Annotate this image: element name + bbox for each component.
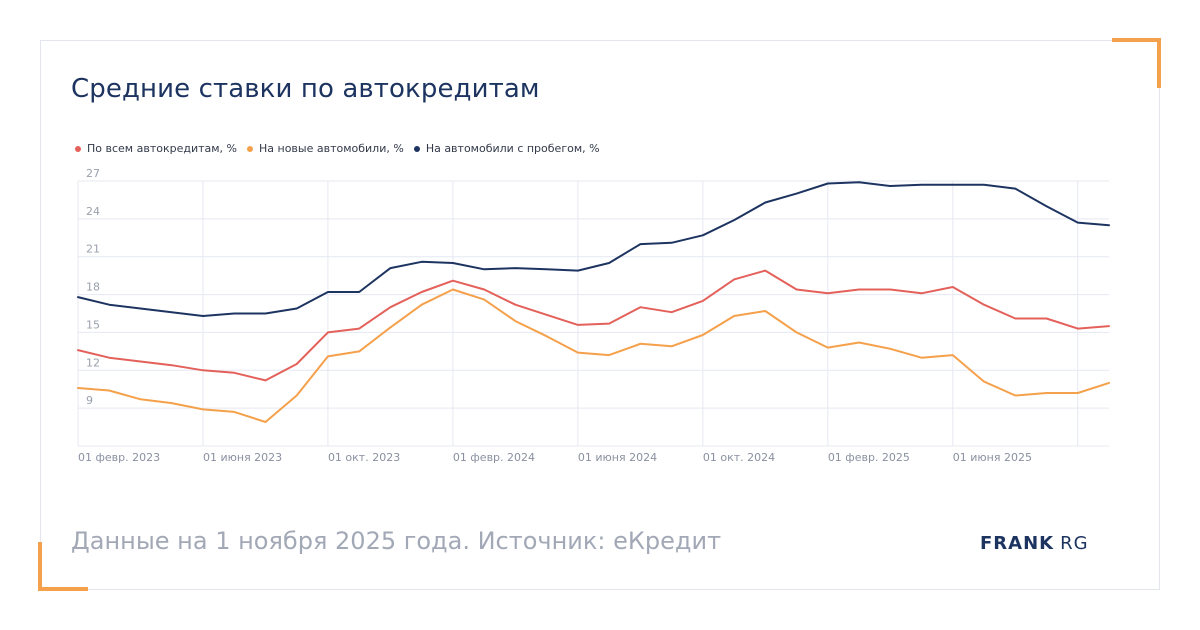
- chart-legend: По всем автокредитам, % На новые автомоб…: [75, 142, 600, 155]
- x-tick-label-7: 01 июня 2025: [953, 451, 1032, 464]
- footer-source: Данные на 1 ноября 2025 года. Источник: …: [71, 527, 722, 555]
- series-line-0: [77, 269, 1110, 382]
- legend-dot-all: [75, 145, 81, 152]
- legend-label-new: На новые автомобили, %: [259, 142, 404, 155]
- corner-accent-bottom-left-vertical: [38, 542, 42, 591]
- chart-title: Средние ставки по автокредитам: [71, 74, 540, 104]
- x-tick-label-6: 01 февр. 2025: [828, 451, 910, 464]
- corner-accent-bottom-left: [38, 587, 88, 591]
- x-tick-label-1: 01 июня 2023: [203, 451, 282, 464]
- x-tick-label-0: 01 февр. 2023: [78, 451, 160, 464]
- legend-item-all[interactable]: По всем автокредитам, %: [75, 142, 237, 155]
- y-tick-label-15: 15: [86, 318, 100, 331]
- legend-label-used: На автомобили с пробегом, %: [425, 142, 600, 155]
- legend-item-new[interactable]: На новые автомобили, %: [247, 142, 404, 155]
- x-tick-label-4: 01 июня 2024: [578, 451, 657, 464]
- legend-item-used[interactable]: На автомобили с пробегом, %: [413, 142, 600, 155]
- x-tick-label-2: 01 окт. 2023: [328, 451, 400, 464]
- logo-light-part: RG: [1060, 533, 1089, 554]
- x-tick-label-5: 01 окт. 2024: [703, 451, 775, 464]
- corner-accent-top-right: [1112, 38, 1161, 42]
- legend-label-all: По всем автокредитам, %: [87, 142, 237, 155]
- y-tick-label-9: 9: [86, 394, 93, 407]
- x-tick-label-3: 01 февр. 2024: [453, 451, 535, 464]
- legend-dot-new: [247, 145, 253, 152]
- y-tick-label-21: 21: [86, 243, 100, 256]
- y-tick-label-24: 24: [86, 205, 100, 218]
- legend-dot-used: [413, 145, 420, 152]
- series-line-1: [77, 288, 1110, 423]
- frank-rg-logo: FRANK RG: [980, 533, 1089, 554]
- corner-accent-top-right-vertical: [1157, 38, 1161, 88]
- y-tick-label-27: 27: [86, 167, 100, 180]
- y-tick-label-18: 18: [86, 281, 100, 294]
- y-tick-label-12: 12: [86, 356, 100, 369]
- logo-bold-part: FRANK: [980, 533, 1055, 554]
- series-line-2: [77, 181, 1110, 317]
